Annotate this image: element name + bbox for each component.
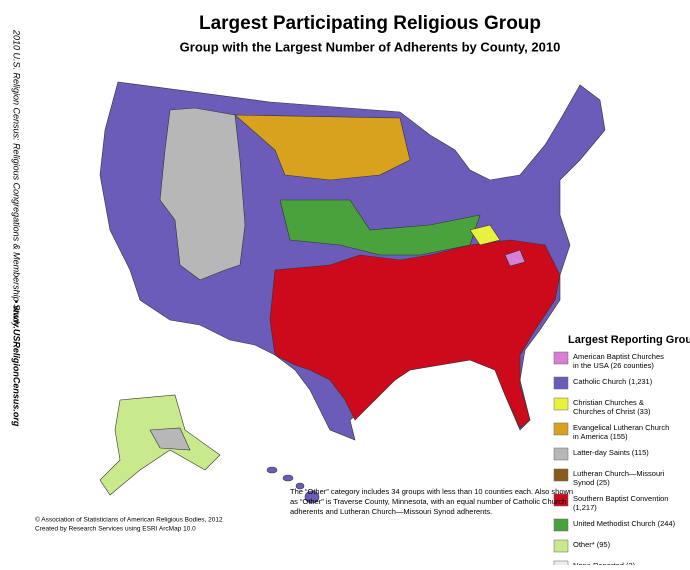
legend-swatch	[553, 468, 569, 482]
note-line: adherents and Lutheran Church—Missouri S…	[290, 507, 492, 516]
title: Largest Participating Religious Group	[199, 13, 541, 34]
legend-label: Synod (25)	[573, 478, 610, 487]
north-region	[234, 114, 411, 181]
legend-label: Latter-day Saints (115)	[573, 448, 649, 457]
note: The “Other” category includes 34 groups …	[290, 487, 573, 516]
hawaii-island	[266, 466, 278, 474]
legend-label: American Baptist Churches	[573, 352, 664, 361]
note-line: as “Other” is Traverse County, Minnesota…	[290, 497, 566, 506]
legend-label: Lutheran Church—Missouri	[573, 469, 665, 478]
legend-swatch	[553, 518, 569, 532]
footer-line: © Association of Statisticians of Americ…	[35, 516, 223, 524]
hawaii-island	[282, 474, 294, 482]
legend-swatch	[553, 422, 569, 436]
subtitle: Group with the Largest Number of Adheren…	[180, 39, 561, 54]
legend-swatch	[553, 351, 569, 365]
legend-label: in America (155)	[573, 432, 628, 441]
legend-label: Other* (95)	[573, 540, 611, 549]
legend-label: None Reported (2)	[573, 561, 636, 565]
legend-title: Largest Reporting Group	[568, 334, 690, 346]
note-line: The “Other” category includes 34 groups …	[290, 487, 573, 496]
footer-line: Created by Research Services using ESRI …	[35, 526, 196, 533]
south-region	[269, 239, 561, 429]
hawaii-island	[304, 490, 320, 504]
side-site: • www.USReligionCensus.org	[12, 300, 22, 427]
footer: © Association of Statisticians of Americ…	[35, 516, 223, 533]
baptist-patch	[504, 249, 526, 267]
legend-label: Christian Churches &	[573, 398, 644, 407]
legend-label: in the USA (26 counties)	[573, 361, 654, 370]
side-note: 2010 U.S. Religion Census: Religious Con…	[12, 29, 22, 328]
legend-swatch	[553, 539, 569, 553]
legend-label: Catholic Church (1,231)	[573, 377, 653, 386]
legend-swatch	[553, 376, 569, 390]
legend-swatch	[553, 493, 569, 507]
legend-label: Evangelical Lutheran Church	[573, 423, 669, 432]
legend-label: United Methodist Church (244)	[573, 519, 676, 528]
legend-swatch	[553, 560, 569, 570]
alaska-patch	[149, 427, 191, 451]
hawaii-island	[295, 482, 305, 490]
christian-patch	[469, 224, 501, 246]
legend-swatch	[553, 397, 569, 411]
us-map	[99, 81, 606, 504]
legend-swatch	[553, 447, 569, 461]
legend-label: (1,217)	[573, 503, 597, 512]
midwest-band	[279, 199, 481, 256]
legend-label: Churches of Christ (33)	[573, 407, 651, 416]
legend-label: Southern Baptist Convention	[573, 494, 668, 503]
